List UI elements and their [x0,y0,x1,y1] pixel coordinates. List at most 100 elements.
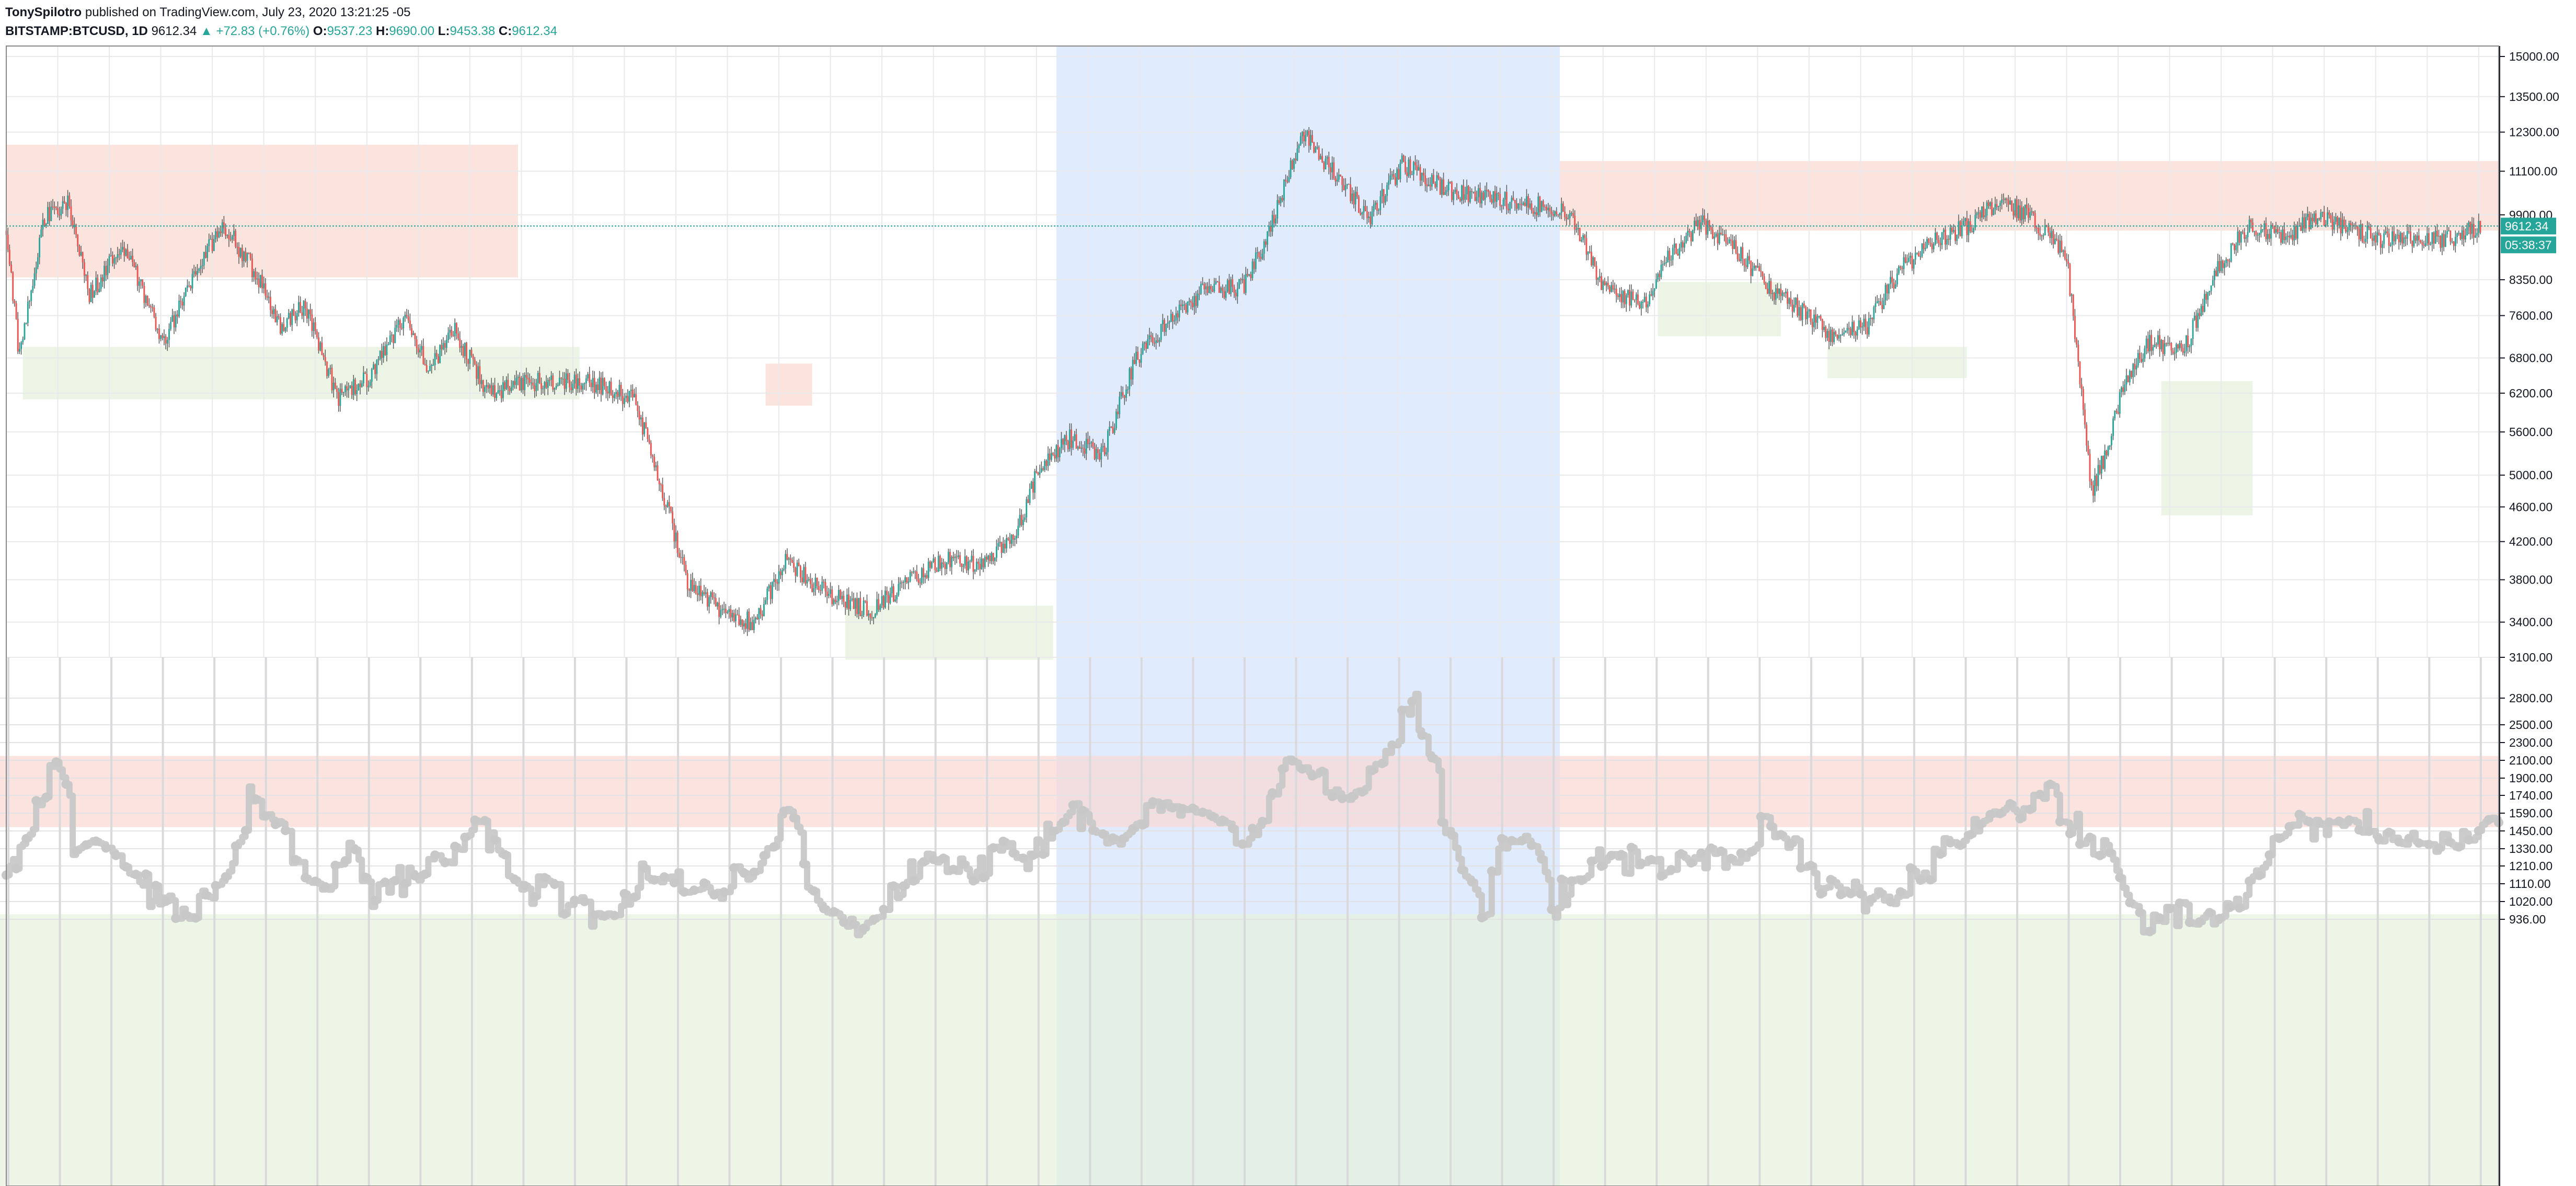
candle-body [467,359,469,364]
candle-body [668,502,670,507]
candle-body [1798,307,1800,316]
candle-body [735,614,737,622]
candle-body [564,379,566,389]
indicator-point [181,910,191,920]
candle-body [999,542,1001,543]
candle-body [2458,233,2460,234]
candle-body [580,385,582,390]
author-name[interactable]: TonySpilotro [5,5,82,19]
candle-body [1368,216,1370,219]
candle-body [1457,195,1459,199]
candle-body [1678,247,1681,256]
candle-body [1642,302,1644,303]
indicator-point [2025,804,2035,814]
candle-body [1522,202,1524,205]
candle-body [33,273,36,286]
candle-body [2356,226,2359,229]
indicator-point [1816,889,1826,899]
candle-body [32,286,34,291]
candle-body [2067,261,2069,264]
candle-body [1974,215,1976,228]
indicator-point [709,890,719,900]
candle-body [1760,271,1762,272]
candle-body [1550,211,1552,214]
candle-body [1004,543,1006,549]
candle-body [1312,135,1313,142]
candle-body [2110,436,2112,446]
candle-body [2472,224,2475,238]
candle-body [2382,244,2383,248]
candle-body [1020,515,1022,526]
candle-body [379,350,381,359]
candle-body [696,593,698,595]
candle-body [2276,229,2279,233]
candle-body [341,389,343,393]
candle-body [1911,256,1913,269]
candle-body [168,328,170,340]
symbol-label[interactable]: BITSTAMP:BTCUSD, 1D [5,24,148,38]
indicator-point [968,876,978,886]
candle-body [1766,288,1768,294]
candle-body [978,562,979,564]
candle-body [2104,450,2106,469]
candle-body [1890,277,1892,284]
candle-body [1346,184,1348,186]
candle-body [1552,214,1554,216]
candle-body [868,613,870,616]
candle-body [859,598,861,616]
indicator-point [560,909,570,919]
candle-body [1192,302,1193,307]
candle-body [1328,157,1330,167]
candle-body [2310,218,2312,230]
candle-body [411,328,413,335]
candle-body [1230,279,1232,294]
candle-body [2122,387,2124,392]
candle-body [1845,330,1847,333]
candle-body [280,317,281,334]
candle-body [2135,366,2137,370]
candle-body [2212,280,2214,286]
candle-body [1577,227,1579,229]
indicator-point [2404,834,2414,843]
price-axis[interactable]: 15000.0013500.0012300.0011100.009900.008… [2500,50,2559,926]
indicator-point [1377,758,1387,768]
candle-body [554,388,556,390]
candle-body [451,329,453,336]
candle-body [351,385,353,395]
indicator-point [51,757,61,767]
candle-body [140,279,142,281]
axis-tick-label: 6800.00 [2509,351,2552,365]
candle-body [499,390,501,391]
candle-body [200,266,202,269]
candle-body [768,585,770,589]
candle-body [389,335,391,345]
axis-tick-label: 7600.00 [2509,309,2552,322]
candle-body [538,373,540,383]
candle-body [647,428,649,439]
candle-body [1174,320,1176,322]
candle-body [527,378,529,380]
candle-body [346,386,348,391]
candle-body [1360,212,1362,215]
candle-body [1243,279,1245,293]
candle-body [1424,175,1427,185]
candle-body [994,557,996,561]
candle-body [391,334,393,336]
candle-body [304,301,306,309]
candle-body [2218,261,2221,271]
candle-body [682,557,684,558]
candle-body [249,254,251,259]
candle-body [1901,268,1903,269]
candle-body [63,201,65,203]
candle-body [1833,332,1835,343]
candle-body [1625,295,1627,304]
up-arrow-icon: ▲ [200,24,213,38]
indicator-point [799,859,809,869]
candle-body [160,335,162,339]
candle-body [480,380,482,384]
indicator-point [1367,766,1377,776]
candle-body [733,613,735,622]
candle-body [1461,185,1463,201]
last-price-badge [2501,218,2556,235]
